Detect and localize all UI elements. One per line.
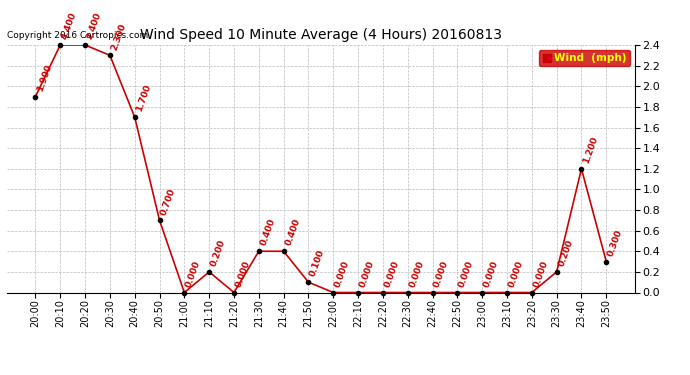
Text: 0.200: 0.200: [209, 238, 227, 268]
Text: 0.700: 0.700: [159, 187, 177, 216]
Text: 1.200: 1.200: [582, 135, 600, 165]
Text: 4.400: 4.400: [60, 11, 79, 41]
Text: 0.000: 0.000: [358, 259, 376, 288]
Title: Wind Speed 10 Minute Average (4 Hours) 20160813: Wind Speed 10 Minute Average (4 Hours) 2…: [140, 28, 502, 42]
Text: 2.400: 2.400: [85, 11, 104, 41]
Text: 1.700: 1.700: [135, 84, 152, 113]
Text: 0.000: 0.000: [234, 259, 252, 288]
Text: 0.000: 0.000: [408, 259, 426, 288]
Text: 0.000: 0.000: [482, 259, 500, 288]
Text: 0.200: 0.200: [557, 238, 575, 268]
Legend: Wind  (mph): Wind (mph): [540, 50, 629, 66]
Text: 0.000: 0.000: [383, 259, 401, 288]
Text: 1.900: 1.900: [35, 63, 54, 93]
Text: 0.000: 0.000: [507, 259, 525, 288]
Text: 0.400: 0.400: [259, 217, 277, 247]
Text: 0.000: 0.000: [184, 259, 202, 288]
Text: 0.000: 0.000: [433, 259, 451, 288]
Text: 2.300: 2.300: [110, 22, 128, 51]
Text: 0.000: 0.000: [457, 259, 475, 288]
Text: 0.100: 0.100: [308, 249, 326, 278]
Text: 0.000: 0.000: [532, 259, 550, 288]
Text: 0.300: 0.300: [607, 228, 624, 258]
Text: 0.400: 0.400: [284, 217, 302, 247]
Text: 0.000: 0.000: [333, 259, 351, 288]
Text: Copyright 2016 Cartropics.com: Copyright 2016 Cartropics.com: [7, 31, 148, 40]
